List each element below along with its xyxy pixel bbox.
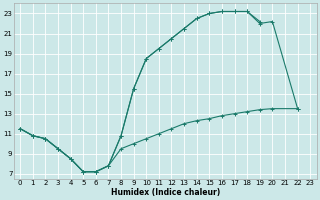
X-axis label: Humidex (Indice chaleur): Humidex (Indice chaleur): [111, 188, 220, 197]
